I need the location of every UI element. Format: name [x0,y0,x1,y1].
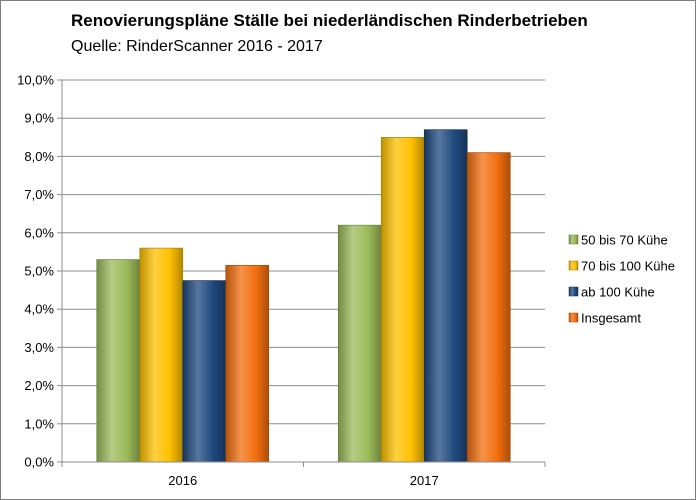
bar-2016-4 [225,264,270,463]
y-tick-label: 6,0% [24,225,54,240]
legend-label: 50 bis 70 Kühe [581,233,668,248]
y-tick-label: 2,0% [24,378,54,393]
bars [96,129,511,463]
chart-title: Renovierungspläne Ställe bei niederländi… [71,11,588,30]
bar-2016-3 [182,280,227,463]
legend-swatch [568,286,579,297]
y-tick-label: 9,0% [24,111,54,126]
legend: 50 bis 70 Kühe 70 bis 100 Kühe ab 100 Kühe… [568,233,675,326]
bar-2017-3 [423,129,468,463]
y-tick-label: 7,0% [24,187,54,202]
bar-2017-4 [466,152,511,463]
legend-label: 70 bis 100 Kühe [581,259,675,274]
y-tick-labels: 0,0% 1,0% 2,0% 3,0% 4,0% 5,0% 6,0% 7,0% 8,0% 9,0%… [17,73,54,470]
y-tick-label: 5,0% [24,264,54,279]
y-tick-label: 0,0% [24,455,54,470]
chart-subtitle: Quelle: RinderScanner 2016 - 2017 [71,38,323,55]
y-tick-label: 10,0% [17,73,54,88]
bar-2016-1 [96,259,141,463]
legend-label: Insgesamt [581,311,641,326]
x-tick-labels: 2016 2017 [168,473,438,488]
legend-swatch [568,234,579,245]
bar-2017-1 [337,224,382,463]
y-tick-label: 1,0% [24,416,54,431]
bar-2016-2 [139,247,184,463]
x-tick-label: 2016 [168,473,197,488]
bar-2017-2 [380,137,425,463]
legend-swatch [568,312,579,323]
legend-swatch [568,260,579,271]
y-tick-label: 4,0% [24,302,54,317]
legend-label: ab 100 Kühe [581,285,655,300]
y-tick-label: 3,0% [24,340,54,355]
x-tick-label: 2017 [410,473,439,488]
y-tick-label: 8,0% [24,149,54,164]
axes [57,79,546,467]
